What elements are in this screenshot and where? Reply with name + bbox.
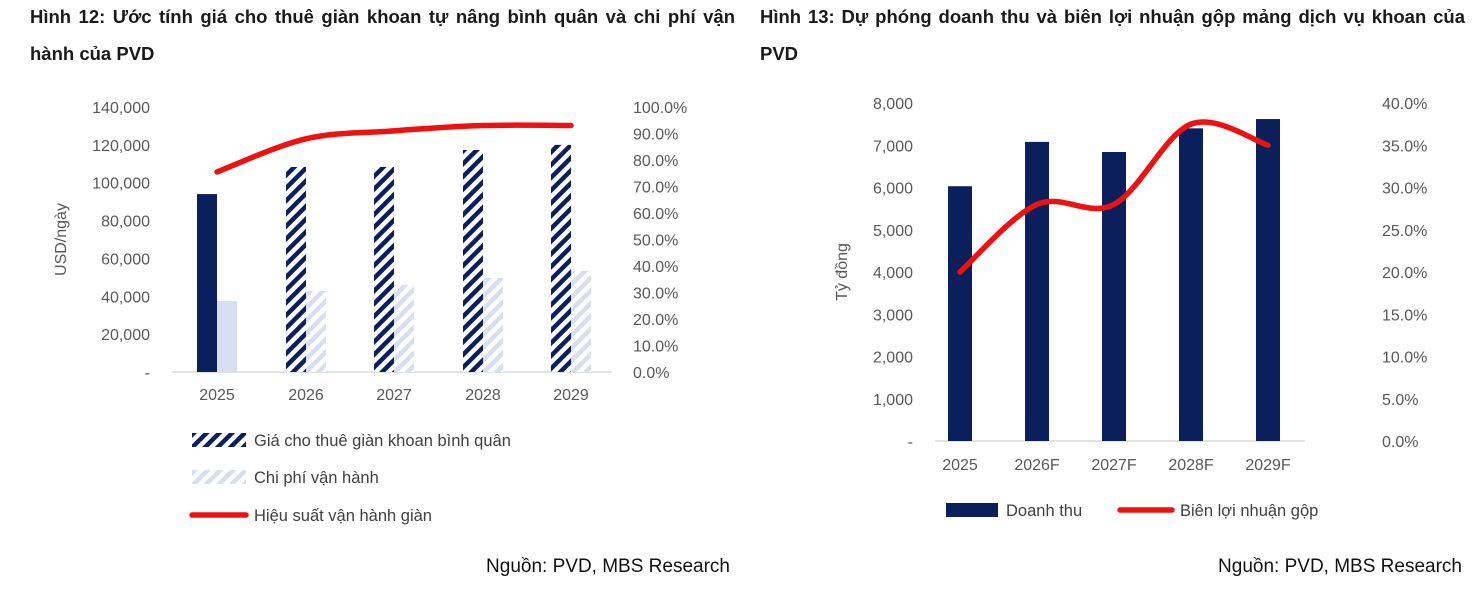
chart2-bar-primary [1256,119,1280,442]
chart2-y2-tick: 20.0% [1382,265,1427,282]
chart1-y-tick: 60,000 [101,251,150,268]
chart1-x-tick: 2027 [376,387,412,404]
chart1-bar-primary [286,167,306,372]
chart2-y-tick: 6,000 [873,181,913,198]
chart2-x-tick: 2026F [1014,457,1060,474]
chart1-bar-secondary [483,277,503,372]
chart1-bar-primary [374,167,394,372]
chart1-x-tick: 2028 [465,387,501,404]
chart1-y2-tick: 30.0% [633,286,678,303]
chart2-y-tick: 2,000 [873,350,913,367]
chart2-y-tick: 7,000 [873,138,913,155]
chart2-y2-tick: 15.0% [1382,307,1427,324]
chart1-y-tick: 140,000 [92,100,150,117]
chart2-y2-tick: 35.0% [1382,138,1427,155]
chart1-x-tick: 2025 [199,387,235,404]
chart2-source: Nguồn: PVD, MBS Research [1218,556,1462,577]
chart1-legend-swatch [192,433,246,447]
chart1-y2-tick: 10.0% [633,339,678,356]
chart1-y2-tick: 100.0% [633,100,687,117]
chart1-y2-tick: 50.0% [633,233,678,250]
chart2-y2-tick: 0.0% [1382,434,1418,451]
chart1-y-tick: 20,000 [101,327,150,344]
chart1-y-tick: 80,000 [101,214,150,231]
chart2-bar-primary [1025,141,1049,441]
chart2-y2-tick: 30.0% [1382,181,1427,198]
chart1-source: Nguồn: PVD, MBS Research [486,556,730,577]
chart1-y2-tick: 80.0% [633,153,678,170]
chart1-bar-secondary [306,290,326,372]
chart2-y-tick: - [908,434,913,451]
chart1-bar-secondary [394,284,414,372]
chart2-y-tick: 1,000 [873,392,913,409]
chart1-bar-primary [463,149,483,372]
chart2-y-label: Tỷ đồng [834,243,851,301]
chart2-legend-label: Doanh thu [1006,502,1082,520]
chart1-x-tick: 2029 [553,387,589,404]
chart2-y-tick: 5,000 [873,223,913,240]
chart1-line-series [214,122,574,175]
chart2-x-tick: 2025 [942,457,978,474]
chart2-legend-swatch [946,503,998,517]
chart1-bar-secondary [217,301,237,372]
chart2-title: Hình 13: Dự phóng doanh thu và biên lợi … [760,6,1465,64]
chart1-x-tick: 2026 [288,387,324,404]
chart2-x-tick: 2027F [1091,457,1137,474]
chart1-y-tick: 120,000 [92,138,150,155]
chart1-legend-swatch [192,470,246,484]
chart2-legend-label: Biên lợi nhuận gộp [1180,502,1318,520]
chart1-bar-primary [197,194,217,372]
chart2-y-tick: 8,000 [873,96,913,113]
chart1-y-tick: 40,000 [101,289,150,306]
chart2-bar-primary [948,186,972,441]
chart1-y-tick: - [145,365,150,382]
chart2-x-tick: 2028F [1168,457,1214,474]
chart2-line-series [957,119,1271,275]
chart1-y2-tick: 60.0% [633,206,678,223]
chart1-y2-tick: 20.0% [633,312,678,329]
chart2-y2-tick: 5.0% [1382,392,1418,409]
chart1-legend-label: Giá cho thuê giàn khoan bình quân [254,432,511,450]
chart2-bar-primary [1179,128,1203,441]
chart1-y-tick: 100,000 [92,176,150,193]
chart2-y2-tick: 10.0% [1382,350,1427,367]
chart1-legend-label: Chi phí vận hành [254,469,379,487]
chart1-bar-primary [551,144,571,372]
chart2-y2-tick: 40.0% [1382,96,1427,113]
chart1-y2-tick: 70.0% [633,180,678,197]
chart1-bar-secondary [571,270,591,372]
chart2-y2-tick: 25.0% [1382,223,1427,240]
chart2-x-tick: 2029F [1245,457,1291,474]
chart2-y-tick: 4,000 [873,265,913,282]
chart1-y2-tick: 40.0% [633,259,678,276]
chart1-y-label: USD/ngày [53,203,70,276]
chart2-y-tick: 3,000 [873,307,913,324]
chart1-y2-tick: 90.0% [633,127,678,144]
chart1-title: Hình 12: Ước tính giá cho thuê giàn khoa… [30,6,735,64]
chart1-y2-tick: 0.0% [633,365,669,382]
chart1-legend-label: Hiệu suất vận hành giàn [254,507,432,525]
